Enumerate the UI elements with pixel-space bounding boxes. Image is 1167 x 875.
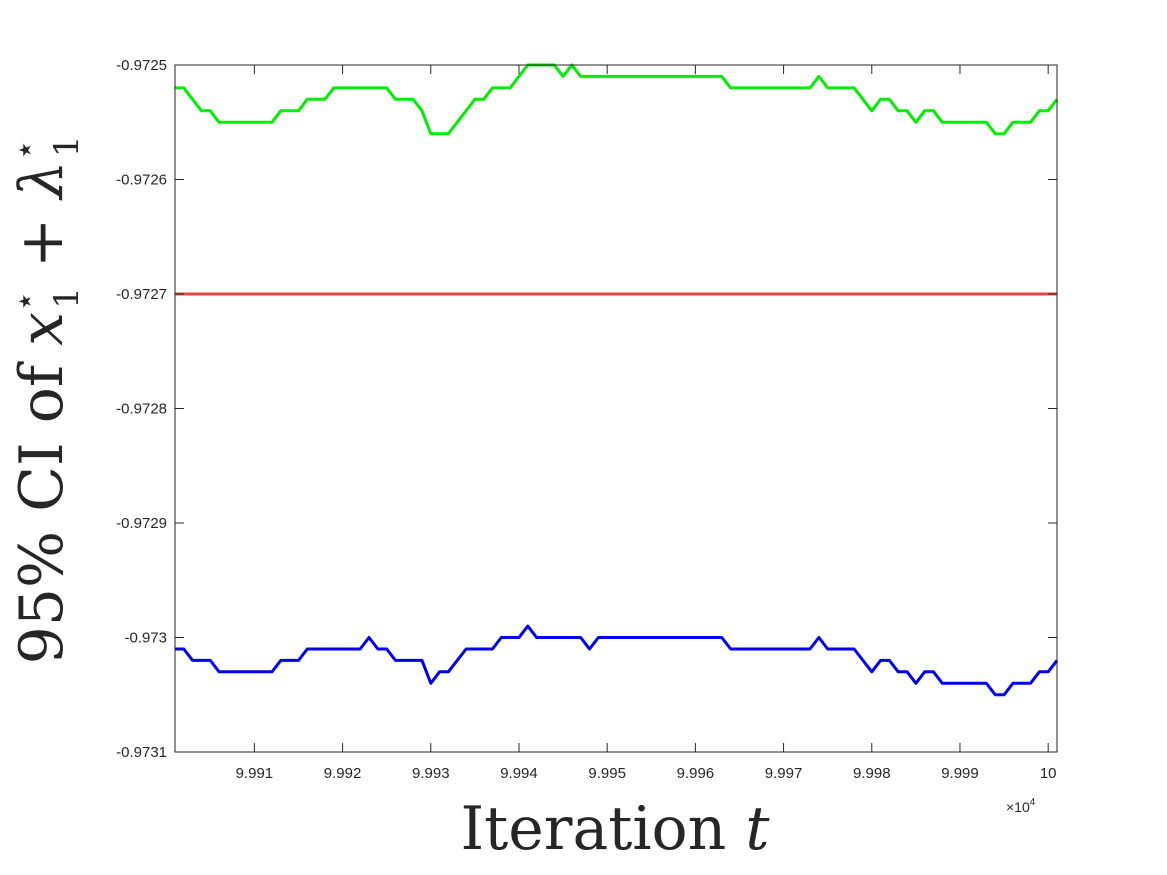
series-layer	[175, 63, 1059, 697]
y-tick-label: -0.9727	[116, 286, 167, 303]
x-tick-label: 9.999	[941, 765, 979, 782]
y-tick-label: -0.9725	[116, 57, 167, 74]
y-axis-title-plus: +	[7, 199, 77, 287]
y-tick-label: -0.9728	[116, 401, 167, 418]
x-tick-label: 9.998	[853, 765, 891, 782]
y-tick-label: -0.9726	[116, 172, 167, 189]
y-axis-title: 95% CI of x⋆1 + λ⋆1	[5, 136, 87, 665]
x-tick-label: 9.996	[677, 765, 715, 782]
y-tick-label: -0.9729	[116, 515, 167, 532]
x-tick-label: 9.993	[412, 765, 450, 782]
y-axis-title-var1-sup: ⋆	[5, 291, 45, 312]
y-axis-title-var2-sup: ⋆	[5, 139, 45, 160]
y-tick-label: -0.9731	[116, 744, 167, 761]
y-axis: -0.9725 -0.9726 -0.9727 -0.9728 -0.9729 -0.97…	[116, 57, 1057, 761]
x-tick-label: 10	[1040, 765, 1057, 782]
x-axis-title-text: Iteration	[460, 794, 745, 864]
y-axis-title-var1: x	[7, 312, 77, 346]
series-line-1	[175, 63, 1059, 136]
series-line-3	[175, 624, 1059, 697]
x-multiplier-base: ×10	[1006, 799, 1030, 815]
x-tick-label: 9.997	[765, 765, 803, 782]
x-tick-label: 9.992	[324, 765, 362, 782]
y-axis-title-var1-sub: 1	[47, 287, 87, 309]
y-axis-title-prefix: 95% CI of	[7, 346, 77, 665]
y-axis-title-var2-sub: 1	[47, 136, 87, 158]
y-tick-label: -0.973	[124, 630, 167, 647]
x-tick-label: 9.994	[500, 765, 538, 782]
x-tick-label: 9.991	[236, 765, 274, 782]
y-axis-title-var2: λ	[7, 161, 77, 201]
x-multiplier-exponent: 4	[1030, 797, 1036, 808]
x-axis-title-variable: t	[745, 794, 770, 864]
x-axis-title: Iteration t	[460, 794, 770, 864]
x-axis-multiplier: ×104	[1006, 797, 1036, 815]
x-axis: 9.991 9.992 9.993 9.994 9.995 9.996 9.997 9.998…	[236, 65, 1057, 782]
x-tick-label: 9.995	[588, 765, 626, 782]
